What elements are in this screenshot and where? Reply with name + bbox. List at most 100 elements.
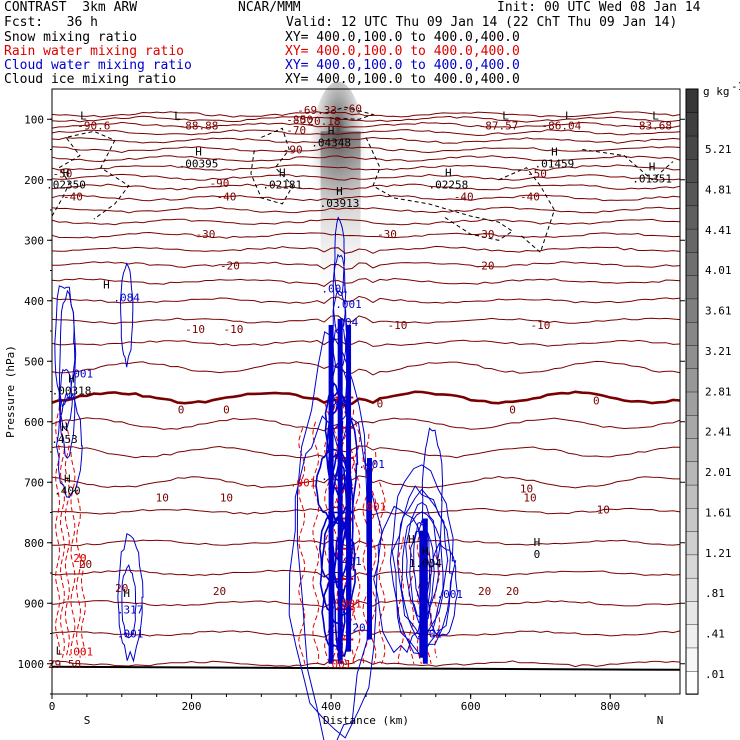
field-name-cloud-ice: Cloud ice mixing ratio xyxy=(4,72,177,87)
isotherm-line xyxy=(51,173,681,181)
extremum-mark: L xyxy=(652,109,659,122)
isotherm-line xyxy=(51,315,681,325)
colorbar: g kg-1 5.21 4.81 4.41 4.01 3.61 3.21 2.81 2.41 2.… xyxy=(685,80,740,695)
y-tick-label: 900 xyxy=(24,597,44,610)
isotherm-line xyxy=(51,417,681,432)
isotherm-label: -40 xyxy=(63,191,83,204)
isotherm-label: 0 xyxy=(178,404,185,417)
isotherm-label: -30 xyxy=(377,228,397,241)
contour-value-label: .401 xyxy=(358,458,385,471)
isotherm-line xyxy=(51,111,681,118)
surface-line xyxy=(51,665,681,671)
rain-contour xyxy=(75,482,82,658)
extremum-mark: H xyxy=(63,167,70,180)
ice-dashed-contours xyxy=(51,106,674,254)
extremum-mark: H xyxy=(534,536,541,549)
isotherm-line xyxy=(51,129,681,137)
isotherm-line xyxy=(51,261,681,270)
colorbar-label: 1.21 xyxy=(705,547,732,560)
isotherm-line xyxy=(51,146,681,154)
colorbar-cell xyxy=(685,88,699,113)
colorbar-cell xyxy=(685,158,699,183)
isotherm-label: -88.88 xyxy=(179,119,219,132)
cloud-water-contour xyxy=(55,392,83,498)
extremum-mark: L xyxy=(502,109,509,122)
x-tick-label: 800 xyxy=(600,700,620,713)
isotherm-label: 10 xyxy=(220,491,233,504)
isotherm-label: -10 xyxy=(387,319,407,332)
isotherm-line xyxy=(51,569,681,578)
contour-value-label: .001 xyxy=(335,298,362,311)
extremum-value: .04348 xyxy=(311,136,351,149)
extremum-mark: H xyxy=(103,279,110,292)
colorbar-label: 2.41 xyxy=(705,426,732,439)
extremum-mark: L xyxy=(565,109,572,122)
y-tick-label: 600 xyxy=(24,416,44,429)
init-time: Init: 00 UTC Wed 08 Jan 14 xyxy=(497,0,701,15)
extremum-value: .00318 xyxy=(52,384,92,397)
valid-time: Valid: 12 UTC Thu 09 Jan 14 (22 ChT Thu … xyxy=(286,15,678,30)
colorbar-cell xyxy=(685,437,699,463)
colorbar-label: 4.81 xyxy=(705,183,732,196)
extremum-value: .400 xyxy=(54,484,81,497)
extremum-value: .02181 xyxy=(262,179,302,192)
extremum-value: .01459 xyxy=(535,158,575,171)
isotherm-label: -50 xyxy=(53,168,73,181)
contour-labels: -90.6 -88.88 -69.33 -87.57 -86.04 -83.68 -80-7… xyxy=(46,102,672,670)
extremum-mark: H xyxy=(408,533,415,546)
x-tick-label: 0 xyxy=(49,700,56,713)
colorbar-cell xyxy=(685,670,699,695)
colorbar-cell xyxy=(685,112,699,137)
extremum-mark: H xyxy=(649,161,656,174)
rain-contour xyxy=(416,536,423,664)
extremum-mark: L xyxy=(56,645,63,658)
contour-value-label: .801 xyxy=(335,597,362,610)
colorbar-label: 5.21 xyxy=(705,143,732,156)
colorbar-label: .01 xyxy=(705,668,725,681)
isotherm-line xyxy=(51,245,681,254)
extremum-value: .453 xyxy=(51,433,78,446)
isotherm-line xyxy=(51,183,681,191)
x-tick-label: 400 xyxy=(321,700,341,713)
contour-value-label: .001 xyxy=(325,658,352,671)
isotherm-label: -10 xyxy=(185,323,205,336)
contour-value-label: .001 xyxy=(290,476,317,489)
x-tick-label: 600 xyxy=(461,700,481,713)
y-tick-label: 800 xyxy=(24,537,44,550)
isotherm-label: -30 xyxy=(475,228,495,241)
header-center-1: NCAR/MMM xyxy=(238,0,301,15)
contour-value-label: .001 xyxy=(416,628,443,641)
isotherm-line xyxy=(51,600,681,608)
colorbar-cell xyxy=(685,274,699,300)
ice-contour xyxy=(365,137,514,241)
isotherm-label: -10 xyxy=(223,323,243,336)
colorbar-cell xyxy=(685,623,699,649)
isotherm-label: -40 xyxy=(454,191,474,204)
isotherm-label: -60 xyxy=(342,102,362,115)
colorbar-cell xyxy=(685,530,699,556)
extremum-value: .03913 xyxy=(320,197,360,210)
extremum-value: .00395 xyxy=(179,158,219,171)
rain-contour xyxy=(353,421,361,664)
isotherm-label: -69.33 xyxy=(297,104,337,117)
colorbar-cell xyxy=(685,135,699,160)
field-name-rain: Rain water mixing ratio xyxy=(4,44,185,59)
cloud-water-contour xyxy=(405,502,439,620)
isotherm-line xyxy=(51,194,681,202)
extremum-mark: H xyxy=(328,124,335,137)
isotherm-label: 0 xyxy=(593,395,600,408)
contour-value-label: .001 xyxy=(117,628,144,641)
cloud-water-contour xyxy=(427,542,459,637)
ice-contour xyxy=(323,106,375,120)
rain-contour xyxy=(59,409,66,658)
rain-contour xyxy=(312,421,320,664)
cloud-water-contour xyxy=(400,511,444,641)
contour-value-label: .317 xyxy=(117,603,144,616)
extremum-value: .02258 xyxy=(428,179,468,192)
isotherm-label: 0 xyxy=(509,404,516,417)
colorbar-cell xyxy=(685,600,699,625)
colorbar-cell xyxy=(685,554,699,579)
extremum-value: 1.004 xyxy=(409,557,442,570)
extremum-mark: H xyxy=(64,472,71,485)
